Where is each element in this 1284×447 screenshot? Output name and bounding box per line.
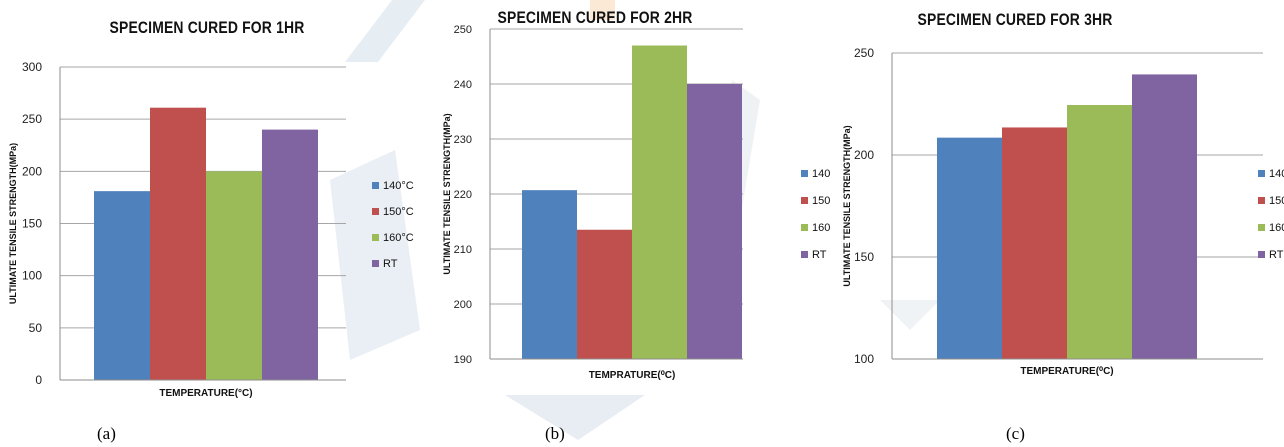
- legend-label: 140: [1269, 168, 1284, 180]
- legend-label: RT: [383, 258, 398, 270]
- y-tick-label: 200: [454, 299, 472, 311]
- legend-swatch: [372, 234, 379, 241]
- legend-label: RT: [1269, 249, 1284, 261]
- bar-150: [577, 229, 632, 359]
- legend-swatch: [372, 260, 379, 267]
- legend-label: 140°C: [383, 180, 414, 192]
- legend-label: 160: [1269, 222, 1284, 234]
- legend-swatch: [801, 251, 808, 258]
- y-tick-label: 190: [454, 354, 472, 366]
- y-tick-label: 0: [35, 373, 42, 387]
- legend-label: 150: [812, 195, 830, 207]
- x-axis-label: TEMPRATURE(⁰C): [589, 370, 676, 381]
- caption-a: (a): [97, 424, 116, 443]
- bar-160: [1067, 105, 1132, 360]
- y-tick-label: 230: [454, 134, 472, 146]
- chart-title: SPECIMEN CURED FOR 3HR: [917, 10, 1113, 29]
- y-tick-label: 300: [22, 60, 42, 74]
- y-tick-label: 250: [22, 112, 42, 126]
- chart-panel-3hr: SPECIMEN CURED FOR 3HR 100 150 200 250 TEMPE…: [830, 0, 1284, 410]
- chart-title: SPECIMEN CURED FOR 2HR: [497, 8, 693, 27]
- y-tick-label: 100: [854, 352, 874, 366]
- legend-label: 150: [1269, 195, 1284, 207]
- bar-140c: [94, 191, 150, 380]
- legend-label: 150°C: [383, 206, 414, 218]
- legend-swatch: [1258, 224, 1265, 231]
- chart-title: SPECIMEN CURED FOR 1HR: [109, 18, 305, 37]
- chart-svg: 190 200 210 220 230 240 250 TEMPRATURE(⁰C) ULTIM…: [442, 24, 830, 381]
- y-axis-label: ULTIMATE TENSILE STRENGTH(MPa): [8, 143, 18, 304]
- chart-panel-1hr: SPECIMEN CURED FOR 1HR 0 50 100 150 200 250 30…: [0, 0, 430, 410]
- bar-140: [522, 190, 577, 359]
- legend-label: 140: [812, 168, 830, 180]
- y-tick-label: 250: [854, 46, 874, 60]
- legend-label: 160°C: [383, 232, 414, 244]
- legend-swatch: [1258, 197, 1265, 204]
- legend-label: RT: [812, 249, 827, 261]
- y-tick-label: 210: [454, 244, 472, 256]
- bar-160c: [206, 171, 262, 380]
- legend-swatch: [372, 182, 379, 189]
- chart-panel-2hr: SPECIMEN CURED FOR 2HR 190 200 210 220 230 24…: [430, 0, 830, 410]
- y-axis-label: ULTIMATE TENSILE STRENGTH(MPa): [842, 125, 852, 286]
- bar-150c: [150, 107, 206, 380]
- chart-svg: 0 50 100 150 200 250 300 TEMPERATURE(°C) ULTIMAT…: [8, 60, 414, 399]
- legend-swatch: [1258, 251, 1265, 258]
- legend-swatch: [801, 224, 808, 231]
- y-tick-label: 150: [22, 217, 42, 231]
- chart-svg: 100 150 200 250 TEMPERATURE(⁰C) ULTIMATE TENS…: [842, 46, 1284, 377]
- y-tick-label: 200: [854, 148, 874, 162]
- bar-140: [937, 137, 1002, 359]
- y-axis-label: ULTIMATE TENSILE STRENGTH(MPa): [442, 113, 452, 274]
- y-tick-label: 240: [454, 79, 472, 91]
- y-tick-label: 220: [454, 189, 472, 201]
- legend-swatch: [801, 197, 808, 204]
- caption-c: (c): [1006, 424, 1025, 443]
- legend-swatch: [801, 170, 808, 177]
- y-tick-label: 250: [454, 24, 472, 36]
- bar-rt: [687, 84, 742, 359]
- legend-swatch: [372, 208, 379, 215]
- x-axis-label: TEMPERATURE(⁰C): [1020, 366, 1113, 377]
- legend-swatch: [1258, 170, 1265, 177]
- bar-150: [1002, 127, 1067, 360]
- legend-label: 160: [812, 222, 830, 234]
- y-tick-label: 50: [29, 321, 43, 335]
- y-tick-label: 100: [22, 269, 42, 283]
- caption-b: (b): [545, 424, 565, 443]
- bar-160: [632, 45, 687, 359]
- y-tick-label: 200: [22, 164, 42, 178]
- y-tick-label: 150: [854, 250, 874, 264]
- bar-rt: [1132, 74, 1197, 360]
- x-axis-label: TEMPERATURE(°C): [159, 388, 252, 399]
- bar-rt: [262, 129, 318, 380]
